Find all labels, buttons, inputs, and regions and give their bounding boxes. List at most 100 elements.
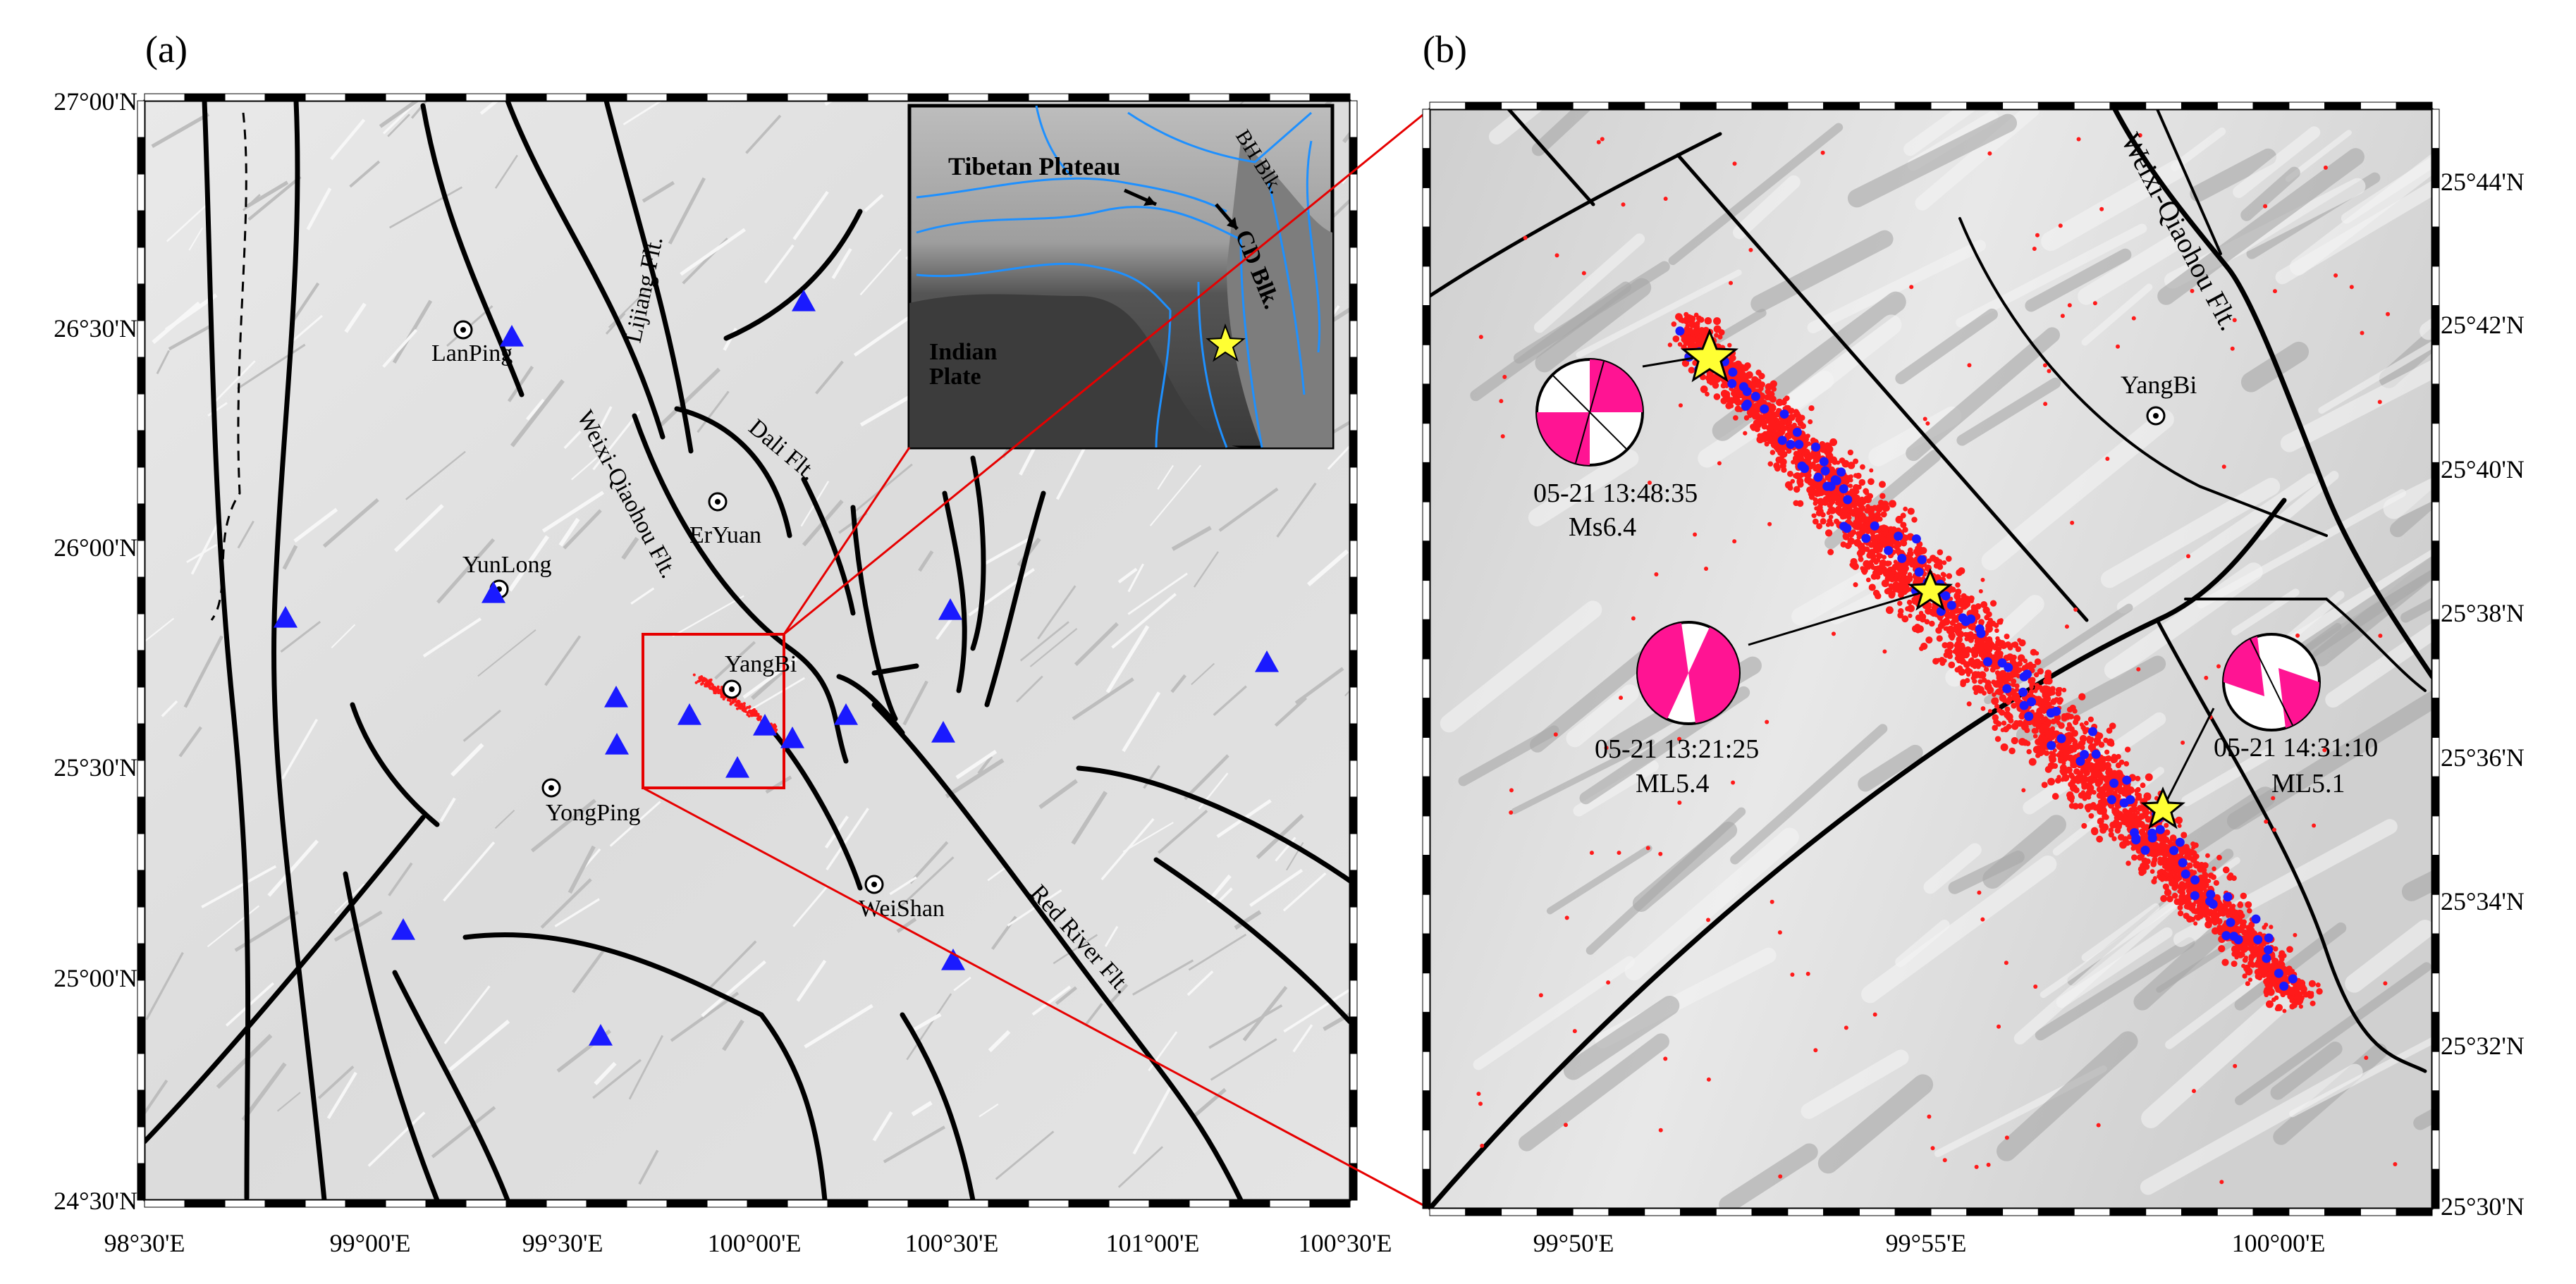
relocated-event	[752, 712, 756, 715]
relocated-event	[1957, 654, 1963, 660]
frame-tick	[2037, 101, 2075, 110]
frame-tick	[305, 1199, 346, 1208]
relocated-event	[2181, 740, 2185, 745]
relief-stroke	[804, 1004, 873, 1049]
relief-stroke	[1344, 689, 1350, 697]
relocated-event	[1942, 1158, 1947, 1163]
relocated-event	[2164, 889, 2172, 896]
frame-tick	[1751, 101, 1789, 110]
relocated-event	[1946, 641, 1954, 650]
relocated-event	[1858, 505, 1866, 512]
relief-stroke	[743, 677, 805, 715]
relocated-event	[1907, 547, 1913, 553]
relocated-event	[1829, 521, 1834, 527]
relocated-event	[2386, 311, 2391, 316]
relocated-event	[2042, 690, 2049, 698]
relocated-event	[1954, 624, 1961, 630]
relocated-event	[1968, 669, 1973, 674]
frame-tick	[137, 430, 145, 468]
relocated-event	[1793, 473, 1798, 479]
frame-tick	[465, 1199, 507, 1208]
star-icon	[1908, 568, 1953, 611]
relocated-event	[2216, 664, 2221, 669]
relocated-event	[1948, 661, 1956, 669]
city-label: YangBi	[725, 651, 797, 677]
relocated-event	[2248, 936, 2254, 942]
frame-tick	[2109, 101, 2147, 110]
relocated-event	[2087, 743, 2095, 751]
relocated-event	[692, 673, 696, 677]
relocated-event	[2111, 836, 2117, 841]
relocated-event	[2269, 963, 2275, 968]
relocated-event	[2197, 865, 2204, 873]
fault-line	[759, 1012, 828, 1200]
stations	[274, 290, 1279, 1046]
relocated-event	[1875, 572, 1879, 577]
leader-line	[1748, 589, 1929, 646]
relocated-event	[2043, 685, 2049, 691]
relief-stroke	[201, 865, 277, 908]
lon-axis-b: 99°50'E 99°55'E 100°00'E	[1533, 1229, 2326, 1257]
relocated-event	[1800, 423, 1806, 429]
relocated-event	[1860, 526, 1868, 533]
relocated-event	[2109, 787, 2114, 793]
relief-stroke	[462, 709, 501, 742]
frame-tick	[137, 760, 145, 798]
relocated-event	[2333, 273, 2338, 278]
relocated-event	[2032, 734, 2038, 739]
relocated-event	[1980, 577, 1985, 582]
frame-tick	[505, 93, 547, 101]
relocated-event	[2247, 977, 2253, 982]
relief-stroke	[1566, 684, 1639, 748]
frame-tick	[137, 540, 145, 578]
frame-tick	[787, 1199, 828, 1208]
relocated-event	[2058, 223, 2063, 228]
relocated-event	[2245, 901, 2252, 908]
relocated-event	[2108, 827, 2114, 833]
relocated-event	[2028, 662, 2034, 668]
arrow-head	[1143, 196, 1156, 206]
relief-stroke	[1511, 739, 1655, 815]
relocated-event	[2000, 743, 2008, 751]
relocated-event	[1887, 560, 1892, 566]
relocated-event	[1982, 691, 1987, 696]
relocated-event	[1729, 403, 1734, 409]
relief-stroke	[382, 328, 418, 368]
relocated-event	[2060, 314, 2065, 319]
fault-line	[836, 674, 905, 736]
relocated-event	[706, 683, 710, 686]
relocated-event	[2265, 1000, 2274, 1008]
frame-tick	[1751, 1208, 1789, 1216]
relocated-event	[2104, 793, 2109, 798]
relief-stroke	[2401, 870, 2432, 901]
event-magnitude: ML5.4	[1636, 769, 1710, 798]
relocated-event	[1815, 490, 1821, 497]
large-event	[2087, 727, 2097, 736]
beachball-quad	[2278, 668, 2319, 728]
relief-stroke	[913, 1013, 942, 1032]
frame-tick	[827, 1199, 869, 1208]
frame-tick	[137, 1163, 145, 1201]
relocated-event	[1942, 658, 1947, 663]
triangle-icon	[931, 721, 955, 743]
relocated-event	[2240, 922, 2247, 930]
relief-stroke	[443, 841, 496, 902]
relocated-event	[2074, 774, 2081, 782]
relocated-event	[2097, 806, 2105, 815]
relocated-event	[1816, 523, 1822, 530]
relief-stroke	[1019, 621, 1069, 662]
relocated-event	[2225, 900, 2232, 908]
relocated-event	[2171, 892, 2178, 899]
relocated-event	[1847, 462, 1856, 469]
lon-tick-label: 99°00'E	[330, 1229, 411, 1257]
relocated-event	[2103, 737, 2109, 743]
frame-tick	[706, 1199, 748, 1208]
frame-tick	[1349, 247, 1358, 285]
lon-axis-a: 98°30'E 99°00'E 99°30'E 100°00'E 100°30'…	[104, 1229, 1392, 1257]
frame-tick	[137, 393, 145, 431]
frame-tick	[2431, 541, 2440, 581]
relocated-event	[1790, 973, 1795, 977]
relocated-event	[1968, 658, 1975, 665]
relocated-event	[2158, 875, 2163, 881]
relocated-event	[2240, 892, 2247, 900]
